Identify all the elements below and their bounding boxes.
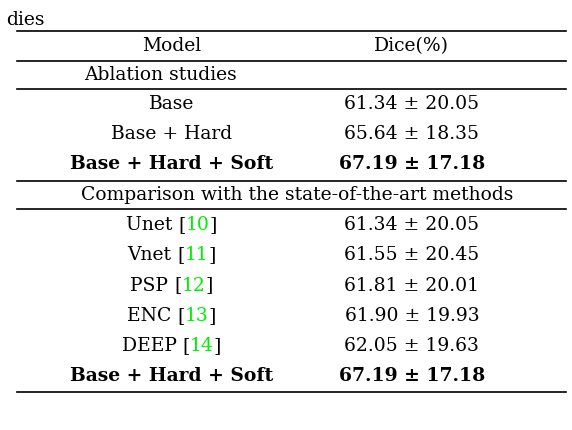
Text: ]: ] xyxy=(214,337,221,355)
Text: Ablation studies: Ablation studies xyxy=(84,66,237,84)
Text: 65.64 ± 18.35: 65.64 ± 18.35 xyxy=(344,125,479,143)
Text: 61.34 ± 20.05: 61.34 ± 20.05 xyxy=(344,216,479,234)
Text: [: [ xyxy=(177,307,185,325)
Text: Unet: Unet xyxy=(126,216,178,234)
Text: Model: Model xyxy=(142,37,201,55)
Text: Dice(%): Dice(%) xyxy=(374,37,450,55)
Text: ]: ] xyxy=(205,276,213,295)
Text: 61.90 ± 19.93: 61.90 ± 19.93 xyxy=(344,307,479,325)
Text: Vnet: Vnet xyxy=(128,246,177,264)
Text: ENC: ENC xyxy=(127,307,177,325)
Text: 61.34 ± 20.05: 61.34 ± 20.05 xyxy=(344,95,479,113)
Text: ]: ] xyxy=(209,307,216,325)
Text: 14: 14 xyxy=(190,337,214,355)
Text: Base + Hard: Base + Hard xyxy=(111,125,232,143)
Text: 67.19 ± 17.18: 67.19 ± 17.18 xyxy=(339,367,485,385)
Text: 11: 11 xyxy=(185,246,208,264)
Text: dies: dies xyxy=(6,11,44,29)
Text: [: [ xyxy=(174,276,181,295)
Text: 10: 10 xyxy=(186,216,210,234)
Text: 61.81 ± 20.01: 61.81 ± 20.01 xyxy=(344,276,479,295)
Text: 12: 12 xyxy=(181,276,205,295)
Text: 67.19 ± 17.18: 67.19 ± 17.18 xyxy=(339,155,485,173)
Text: [: [ xyxy=(182,337,190,355)
Text: 61.55 ± 20.45: 61.55 ± 20.45 xyxy=(344,246,479,264)
Text: [: [ xyxy=(178,216,186,234)
Text: Base + Hard + Soft: Base + Hard + Soft xyxy=(70,367,273,385)
Text: DEEP: DEEP xyxy=(122,337,182,355)
Text: PSP: PSP xyxy=(130,276,174,295)
Text: Comparison with the state-of-the-art methods: Comparison with the state-of-the-art met… xyxy=(81,186,514,204)
Text: Base + Hard + Soft: Base + Hard + Soft xyxy=(70,155,273,173)
Text: [: [ xyxy=(177,246,185,264)
Text: 62.05 ± 19.63: 62.05 ± 19.63 xyxy=(344,337,479,355)
Text: ]: ] xyxy=(208,246,216,264)
Text: 13: 13 xyxy=(185,307,209,325)
Text: Base: Base xyxy=(149,95,194,113)
Text: ]: ] xyxy=(210,216,217,234)
